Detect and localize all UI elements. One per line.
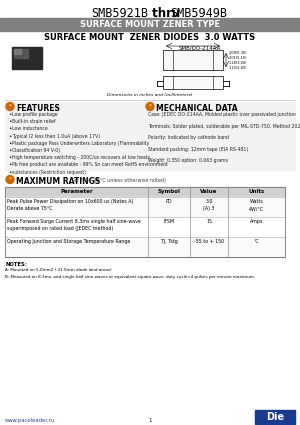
Text: (A) 3: (A) 3 — [203, 206, 215, 211]
Text: Die: Die — [266, 412, 284, 422]
Bar — [12, 47, 42, 69]
Text: Low profile package: Low profile package — [12, 112, 58, 117]
Text: Derate above 75°C: Derate above 75°C — [7, 206, 52, 211]
Text: 1: 1 — [148, 418, 152, 423]
Text: •: • — [8, 119, 11, 124]
Text: *: * — [148, 104, 152, 109]
Text: Low inductance: Low inductance — [12, 126, 48, 131]
Text: -55 to + 150: -55 to + 150 — [194, 239, 224, 244]
Bar — [14, 49, 28, 58]
Text: *: * — [9, 177, 11, 182]
Bar — [5, 217, 285, 237]
Text: •: • — [8, 155, 11, 160]
Bar — [5, 237, 285, 257]
Text: A: Mounted on 5.0mm2 (.31.5mm diode land areas): A: Mounted on 5.0mm2 (.31.5mm diode land… — [5, 268, 112, 272]
Text: Operating Junction and Storage Temperature Range: Operating Junction and Storage Temperatu… — [7, 239, 130, 244]
Text: •: • — [8, 141, 11, 146]
Bar — [5, 187, 285, 197]
Text: •: • — [8, 170, 11, 175]
Circle shape — [6, 176, 14, 184]
Text: thru: thru — [148, 7, 184, 20]
Text: Peak Pulse Power Dissipation on 10x600 us (Notes A): Peak Pulse Power Dissipation on 10x600 u… — [7, 199, 134, 204]
Bar — [144, 102, 295, 170]
Text: B: Measured on 8.3ms, and single half sine-waves or equivalent square wave, duty: B: Measured on 8.3ms, and single half si… — [5, 275, 254, 279]
Text: 4W/°C: 4W/°C — [249, 206, 264, 211]
Text: Pb free product are available - 99% Sn can meet RoHS environment: Pb free product are available - 99% Sn c… — [12, 162, 168, 167]
Text: .201(5.10): .201(5.10) — [229, 56, 248, 60]
Text: Amps: Amps — [250, 219, 263, 224]
Text: MECHANICAL DATA: MECHANICAL DATA — [156, 104, 238, 113]
Bar — [5, 102, 143, 170]
Text: *: * — [9, 104, 11, 109]
Text: SURFACE MOUNT  ZENER DIODES  3.0 WATTS: SURFACE MOUNT ZENER DIODES 3.0 WATTS — [44, 33, 256, 42]
Circle shape — [146, 102, 154, 110]
Text: Symbol: Symbol — [158, 189, 181, 193]
Text: Dimensions in inches and (millimeters): Dimensions in inches and (millimeters) — [107, 93, 193, 97]
Text: 15: 15 — [206, 219, 212, 224]
Bar — [5, 197, 285, 217]
Text: Typical I2 less than 1.0uA (above 17V): Typical I2 less than 1.0uA (above 17V) — [12, 133, 100, 139]
Text: substances (Restriction request): substances (Restriction request) — [12, 170, 86, 175]
Text: 3.0: 3.0 — [205, 199, 213, 204]
Text: superimposed on rated load (JEDEC method): superimposed on rated load (JEDEC method… — [7, 226, 113, 231]
Text: Weight: 0.350 option: 0.063 grams: Weight: 0.350 option: 0.063 grams — [148, 158, 228, 163]
Text: •: • — [8, 162, 11, 167]
Text: •: • — [8, 112, 11, 117]
Text: •: • — [8, 148, 11, 153]
Text: MAXIMUM RATINGS: MAXIMUM RATINGS — [16, 176, 100, 185]
Text: PD: PD — [166, 199, 172, 204]
Text: •: • — [8, 133, 11, 139]
Text: Units: Units — [248, 189, 265, 193]
Bar — [0, 18, 300, 31]
Text: SMB/DO-214AA: SMB/DO-214AA — [179, 45, 221, 50]
Text: Polarity: Indicated by cathode band: Polarity: Indicated by cathode band — [148, 135, 229, 140]
Text: Classification 94 V-0): Classification 94 V-0) — [12, 148, 60, 153]
Text: •: • — [8, 126, 11, 131]
Text: NOTES:: NOTES: — [5, 262, 27, 267]
Bar — [163, 50, 223, 70]
Text: °C: °C — [254, 239, 259, 244]
Text: SURFACE MOUNT ZENER TYPE: SURFACE MOUNT ZENER TYPE — [80, 20, 220, 28]
Text: FEATURES: FEATURES — [16, 104, 60, 113]
Text: High temperature switching - 200C/us recovers at low heats: High temperature switching - 200C/us rec… — [12, 155, 150, 160]
Circle shape — [6, 102, 14, 110]
Text: .110(2.80): .110(2.80) — [229, 66, 248, 70]
Text: Parameter: Parameter — [60, 189, 93, 193]
Text: IFSM: IFSM — [164, 219, 175, 224]
Text: Built-in strain relief: Built-in strain relief — [12, 119, 56, 124]
Text: Watts: Watts — [250, 199, 263, 204]
Text: Standard packing: 12mm tape (EIA RS-481): Standard packing: 12mm tape (EIA RS-481) — [148, 147, 248, 151]
Text: TJ, Tstg: TJ, Tstg — [160, 239, 177, 244]
Bar — [14, 49, 21, 54]
Bar — [163, 76, 223, 89]
Text: (at TA = 25°C unless otherwise noted): (at TA = 25°C unless otherwise noted) — [72, 178, 166, 182]
Bar — [5, 187, 285, 257]
Text: Terminals: Solder plated, solderable per MIL-STD-750, Method 2026: Terminals: Solder plated, solderable per… — [148, 124, 300, 128]
Bar — [255, 410, 295, 424]
Text: .209(5.30): .209(5.30) — [229, 51, 248, 55]
Text: SMB5949B: SMB5949B — [170, 7, 227, 20]
Text: .118(3.00): .118(3.00) — [229, 61, 248, 65]
Text: Case: JEDEC DO-214AA, Molded plastic over passivated junction: Case: JEDEC DO-214AA, Molded plastic ove… — [148, 112, 296, 117]
Text: Plastic package Pass Underwriters Laboratory (Flammability: Plastic package Pass Underwriters Labora… — [12, 141, 149, 146]
Text: Value: Value — [200, 189, 218, 193]
Text: www.paceleader.ru: www.paceleader.ru — [5, 418, 55, 423]
Text: Peak Forward Surge Current 8.3ms single half sine-wave: Peak Forward Surge Current 8.3ms single … — [7, 219, 141, 224]
Text: SMB5921B: SMB5921B — [91, 7, 148, 20]
